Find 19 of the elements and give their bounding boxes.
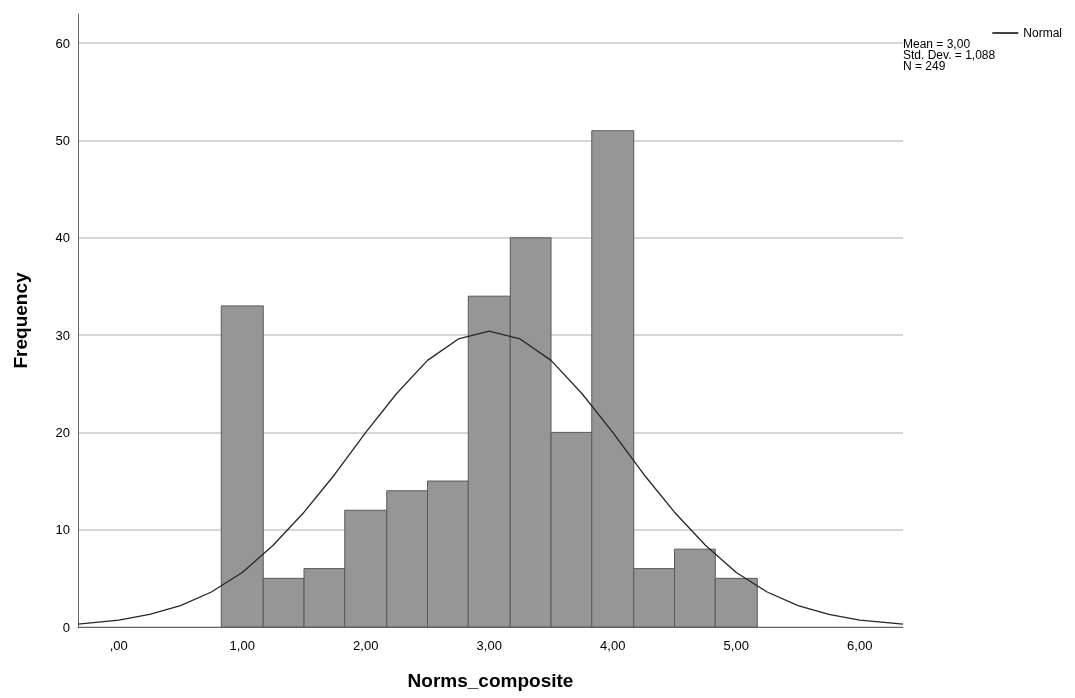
x-tick-label: 6,00 [847, 638, 873, 653]
y-tick-label: 0 [62, 619, 70, 635]
annotation: Mean = 3,00 [903, 37, 971, 51]
y-tick-label: 10 [55, 522, 70, 538]
y-tick-label: 50 [55, 132, 70, 148]
x-tick-label: 4,00 [600, 638, 626, 653]
legend-label: Normal [1023, 26, 1062, 40]
annotation: N = 249 [903, 59, 946, 73]
y-tick-label: 20 [55, 424, 70, 440]
x-tick-label: 2,00 [353, 638, 379, 653]
y-tick-label: 40 [55, 230, 70, 246]
x-tick-label: 5,00 [723, 638, 749, 653]
y-axis-title: Frequency [10, 272, 31, 369]
y-tick-label: 30 [55, 327, 70, 343]
x-axis-title: Norms_composite [407, 670, 574, 691]
y-tick-label: 60 [55, 35, 70, 51]
x-tick-label: 3,00 [476, 638, 502, 653]
x-tick-label: ,00 [109, 638, 128, 653]
x-tick-label: 1,00 [229, 638, 255, 653]
